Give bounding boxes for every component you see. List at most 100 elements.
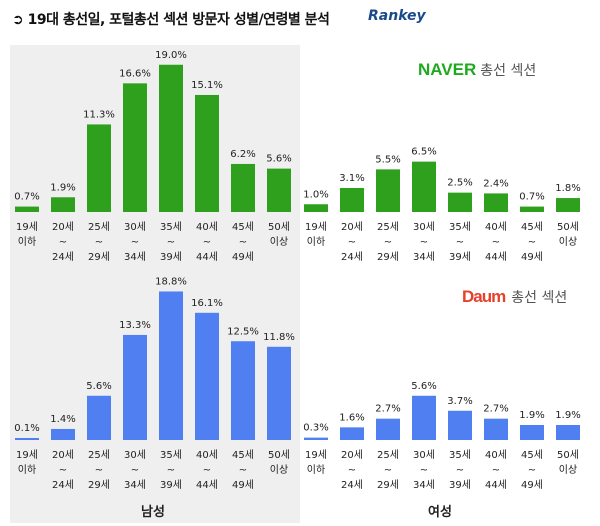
naver-data-label: 3.1% <box>339 173 364 184</box>
naver-section-label: 총선 섹션 <box>480 63 537 79</box>
daum-tick-label: ~ <box>239 465 247 476</box>
naver-tick-label: ~ <box>420 237 428 248</box>
daum-tick-label: ~ <box>492 465 500 476</box>
daum-tick-label: ~ <box>420 465 428 476</box>
naver-tick-label: ~ <box>348 237 356 248</box>
naver-tick-label: 19세 <box>16 221 38 233</box>
naver-tick-label: ~ <box>203 237 211 248</box>
daum-bar-female <box>448 410 472 440</box>
naver-tick-label: 44세 <box>196 251 218 263</box>
naver-tick-label: 35세 <box>160 221 182 233</box>
daum-tick-label: ~ <box>348 465 356 476</box>
naver-bar-female <box>340 187 364 212</box>
daum-tick-label: 50세 <box>557 449 579 461</box>
daum-brand: Daum <box>462 287 506 306</box>
daum-data-label: 3.7% <box>447 396 472 407</box>
naver-data-label: 5.6% <box>266 154 291 165</box>
daum-tick-label: ~ <box>95 465 103 476</box>
daum-tick-label: ~ <box>167 465 175 476</box>
daum-tick-label: 24세 <box>341 479 363 491</box>
naver-data-label: 0.7% <box>14 192 39 203</box>
naver-tick-label: 34세 <box>413 251 435 263</box>
naver-tick-label: 이상 <box>270 236 288 248</box>
naver-tick-label: 39세 <box>160 251 182 263</box>
naver-bar-male <box>87 124 111 212</box>
naver-tick-label: 29세 <box>377 251 399 263</box>
naver-tick-label: ~ <box>384 237 392 248</box>
daum-tick-label: ~ <box>131 465 139 476</box>
daum-tick-label: 40세 <box>485 449 507 461</box>
naver-bar-female <box>304 204 328 212</box>
naver-tick-label: 34세 <box>124 251 146 263</box>
naver-tick-label: 30세 <box>124 221 146 233</box>
naver-tick-label: 30세 <box>413 221 435 233</box>
naver-tick-label: 25세 <box>377 221 399 233</box>
daum-bar-male <box>267 346 291 440</box>
daum-tick-label: 40세 <box>196 449 218 461</box>
daum-tick-label: 45세 <box>521 449 543 461</box>
daum-data-label: 0.3% <box>303 423 328 434</box>
naver-tick-label: 50세 <box>268 221 290 233</box>
naver-data-label: 19.0% <box>155 50 187 61</box>
naver-bar-male <box>231 163 255 212</box>
page-title: ➲ 19대 총선일, 포털총선 섹션 방문자 성별/연령별 분석 <box>12 12 330 28</box>
naver-tick-label: 39세 <box>449 251 471 263</box>
daum-tick-label: 20세 <box>341 449 363 461</box>
naver-tick-label: ~ <box>239 237 247 248</box>
rankey-logo: Rankey <box>368 8 426 24</box>
naver-tick-label: 25세 <box>88 221 110 233</box>
naver-data-label: 6.5% <box>411 147 436 158</box>
naver-tick-label: 50세 <box>557 221 579 233</box>
naver-bar-female <box>376 169 400 212</box>
gender-label-male: 남성 <box>141 505 165 520</box>
naver-tick-label: ~ <box>59 237 67 248</box>
daum-tick-label: 이상 <box>559 464 577 476</box>
male-panel-background <box>10 45 300 523</box>
naver-bar-male <box>51 197 75 212</box>
naver-bar-female <box>412 161 436 212</box>
naver-tick-label: ~ <box>131 237 139 248</box>
daum-tick-label: 35세 <box>160 449 182 461</box>
daum-tick-label: 24세 <box>52 479 74 491</box>
naver-bar-female <box>520 206 544 212</box>
daum-tick-label: 이하 <box>307 463 325 476</box>
daum-tick-label: 44세 <box>485 479 507 491</box>
daum-tick-label: 34세 <box>413 479 435 491</box>
daum-bar-female <box>340 427 364 440</box>
naver-bar-male <box>267 168 291 212</box>
naver-tick-label: ~ <box>492 237 500 248</box>
daum-tick-label: 45세 <box>232 449 254 461</box>
daum-logo: Daum 총선 섹션 <box>462 287 567 307</box>
naver-data-label: 2.4% <box>483 178 508 189</box>
naver-tick-label: 20세 <box>52 221 74 233</box>
daum-tick-label: 29세 <box>377 479 399 491</box>
daum-data-label: 11.8% <box>263 332 295 343</box>
daum-data-label: 5.6% <box>411 381 436 392</box>
naver-data-label: 5.5% <box>375 154 400 165</box>
daum-bar-male <box>159 291 183 440</box>
daum-tick-label: 35세 <box>449 449 471 461</box>
daum-tick-label: ~ <box>59 465 67 476</box>
naver-tick-label: ~ <box>456 237 464 248</box>
naver-data-label: 2.5% <box>447 178 472 189</box>
daum-bar-male <box>87 395 111 440</box>
daum-tick-label: 39세 <box>449 479 471 491</box>
daum-data-label: 16.1% <box>191 298 223 309</box>
daum-data-label: 1.4% <box>50 414 75 425</box>
daum-tick-label: 29세 <box>88 479 110 491</box>
naver-tick-label: 40세 <box>485 221 507 233</box>
naver-data-label: 15.1% <box>191 80 223 91</box>
naver-data-label: 16.6% <box>119 68 151 79</box>
daum-bar-male <box>51 428 75 440</box>
naver-data-label: 6.2% <box>230 149 255 160</box>
daum-bar-female <box>376 418 400 440</box>
naver-bar-female <box>556 198 580 212</box>
daum-tick-label: ~ <box>456 465 464 476</box>
daum-tick-label: 39세 <box>160 479 182 491</box>
daum-data-label: 1.6% <box>339 412 364 423</box>
daum-tick-label: 30세 <box>124 449 146 461</box>
daum-tick-label: 19세 <box>16 449 38 461</box>
daum-tick-label: 49세 <box>232 479 254 491</box>
naver-tick-label: 40세 <box>196 221 218 233</box>
naver-tick-label: 이하 <box>18 235 36 248</box>
